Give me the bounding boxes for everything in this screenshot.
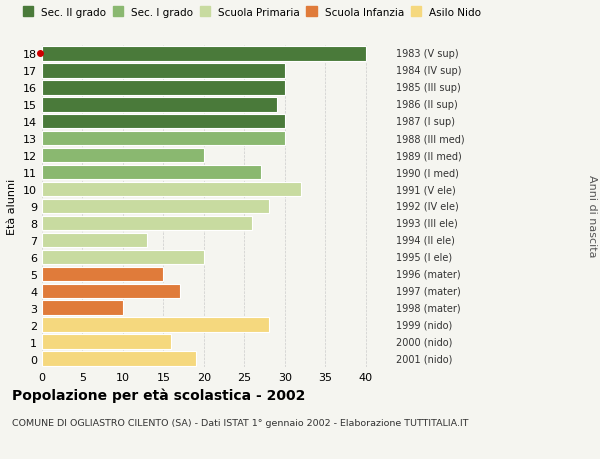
Bar xyxy=(42,199,269,214)
Text: 1996 (mater): 1996 (mater) xyxy=(396,269,461,279)
Bar xyxy=(42,352,196,366)
Y-axis label: Età alunni: Età alunni xyxy=(7,179,17,235)
Bar xyxy=(42,81,285,95)
Text: 1991 (V ele): 1991 (V ele) xyxy=(396,185,456,195)
Bar xyxy=(42,132,285,146)
Text: 1995 (I ele): 1995 (I ele) xyxy=(396,252,452,262)
Text: 2001 (nido): 2001 (nido) xyxy=(396,354,452,364)
Text: 2000 (nido): 2000 (nido) xyxy=(396,337,452,347)
Text: COMUNE DI OGLIASTRO CILENTO (SA) - Dati ISTAT 1° gennaio 2002 - Elaborazione TUT: COMUNE DI OGLIASTRO CILENTO (SA) - Dati … xyxy=(12,418,469,427)
Text: 1989 (II med): 1989 (II med) xyxy=(396,151,462,161)
Text: 1985 (III sup): 1985 (III sup) xyxy=(396,83,461,93)
Bar xyxy=(42,64,285,78)
Bar xyxy=(42,115,285,129)
Text: 1993 (III ele): 1993 (III ele) xyxy=(396,218,458,229)
Bar xyxy=(42,233,147,247)
Bar xyxy=(42,98,277,112)
Bar xyxy=(42,284,179,298)
Legend: Sec. II grado, Sec. I grado, Scuola Primaria, Scuola Infanzia, Asilo Nido: Sec. II grado, Sec. I grado, Scuola Prim… xyxy=(20,5,484,20)
Text: 1992 (IV ele): 1992 (IV ele) xyxy=(396,202,459,212)
Bar xyxy=(42,149,204,163)
Text: Popolazione per età scolastica - 2002: Popolazione per età scolastica - 2002 xyxy=(12,388,305,403)
Text: 1986 (II sup): 1986 (II sup) xyxy=(396,100,458,110)
Bar xyxy=(42,335,172,349)
Bar xyxy=(42,166,260,180)
Bar xyxy=(42,183,301,197)
Text: 1990 (I med): 1990 (I med) xyxy=(396,168,459,178)
Bar xyxy=(42,216,253,231)
Bar xyxy=(42,318,269,332)
Bar xyxy=(42,301,123,315)
Text: 1983 (V sup): 1983 (V sup) xyxy=(396,50,458,59)
Text: 1988 (III med): 1988 (III med) xyxy=(396,134,464,144)
Text: 1999 (nido): 1999 (nido) xyxy=(396,320,452,330)
Bar xyxy=(42,267,163,281)
Text: 1984 (IV sup): 1984 (IV sup) xyxy=(396,66,461,76)
Text: 1997 (mater): 1997 (mater) xyxy=(396,286,461,296)
Bar xyxy=(42,250,204,264)
Text: 1998 (mater): 1998 (mater) xyxy=(396,303,461,313)
Text: Anni di nascita: Anni di nascita xyxy=(587,174,597,257)
Text: 1987 (I sup): 1987 (I sup) xyxy=(396,117,455,127)
Bar xyxy=(42,47,366,62)
Text: 1994 (II ele): 1994 (II ele) xyxy=(396,235,455,246)
